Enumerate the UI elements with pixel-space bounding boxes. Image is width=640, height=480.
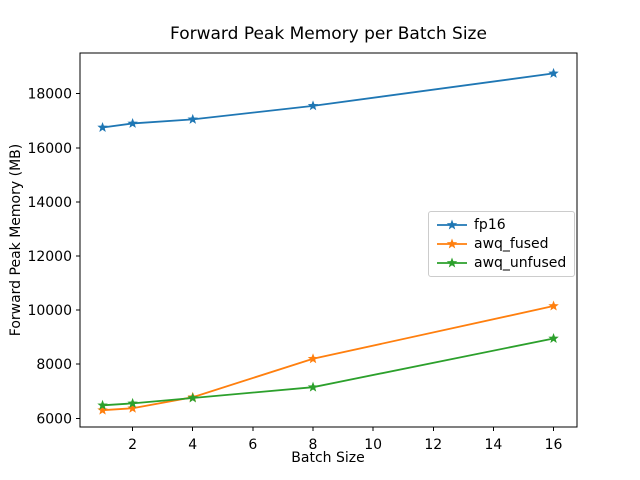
x-tick-label: 8 <box>309 437 318 453</box>
series-line-awq_unfused <box>102 337 554 407</box>
marker-fp16-x2 <box>127 117 138 128</box>
legend-marker-fp16 <box>446 219 458 230</box>
marker-awq_unfused-x16 <box>548 332 559 343</box>
legend: fp16 awq_fused awq_unfused <box>428 211 576 277</box>
legend-item-fp16: fp16 <box>437 217 566 233</box>
legend-label: fp16 <box>474 217 506 233</box>
plot-border <box>79 52 578 428</box>
y-tick-label: 18000 <box>27 87 72 103</box>
y-tick-label: 6000 <box>36 411 72 427</box>
legend-item-awq_unfused: awq_unfused <box>437 255 566 271</box>
legend-marker-awq_unfused <box>446 257 458 268</box>
marker-awq_unfused-x1 <box>97 399 108 410</box>
legend-label: awq_unfused <box>474 255 567 271</box>
marker-fp16-x4 <box>187 113 198 124</box>
marker-awq_fused-x16 <box>548 300 559 311</box>
marker-awq_fused-x2 <box>127 402 138 413</box>
x-tick-label: 14 <box>485 437 503 453</box>
legend-label: awq_fused <box>474 236 549 252</box>
y-tick-label: 12000 <box>27 249 72 265</box>
x-tick-label: 4 <box>188 437 197 453</box>
x-tick-label: 2 <box>128 437 137 453</box>
marker-awq_fused-x8 <box>307 353 319 364</box>
x-tick-label: 10 <box>364 437 382 453</box>
marker-fp16-x1 <box>97 122 108 132</box>
y-tick-label: 10000 <box>27 303 72 319</box>
x-tick-label: 6 <box>248 437 257 453</box>
legend-item-awq_fused: awq_fused <box>437 236 566 252</box>
legend-marker-awq_fused <box>446 238 458 249</box>
marker-awq_unfused-x8 <box>307 381 319 392</box>
marker-awq_unfused-x4 <box>187 392 198 403</box>
legend-swatch-awq_fused <box>437 238 467 249</box>
marker-awq_fused-x1 <box>97 404 108 415</box>
marker-fp16-x8 <box>307 100 319 111</box>
series-line-fp16 <box>102 72 554 129</box>
marker-fp16-x16 <box>548 67 559 78</box>
y-tick-label: 8000 <box>36 357 72 373</box>
y-tick-label: 16000 <box>27 141 72 157</box>
y-tick-label: 14000 <box>27 195 72 211</box>
legend-swatch-fp16 <box>437 219 467 230</box>
x-tick-label: 12 <box>424 437 442 453</box>
series-line-awq_fused <box>102 305 554 412</box>
x-axis-label: Batch Size <box>291 450 365 466</box>
x-tick-label: 16 <box>545 437 563 453</box>
marker-awq_unfused-x2 <box>127 397 138 408</box>
legend-swatch-awq_unfused <box>437 257 467 268</box>
chart-title: Forward Peak Memory per Batch Size <box>170 24 487 44</box>
